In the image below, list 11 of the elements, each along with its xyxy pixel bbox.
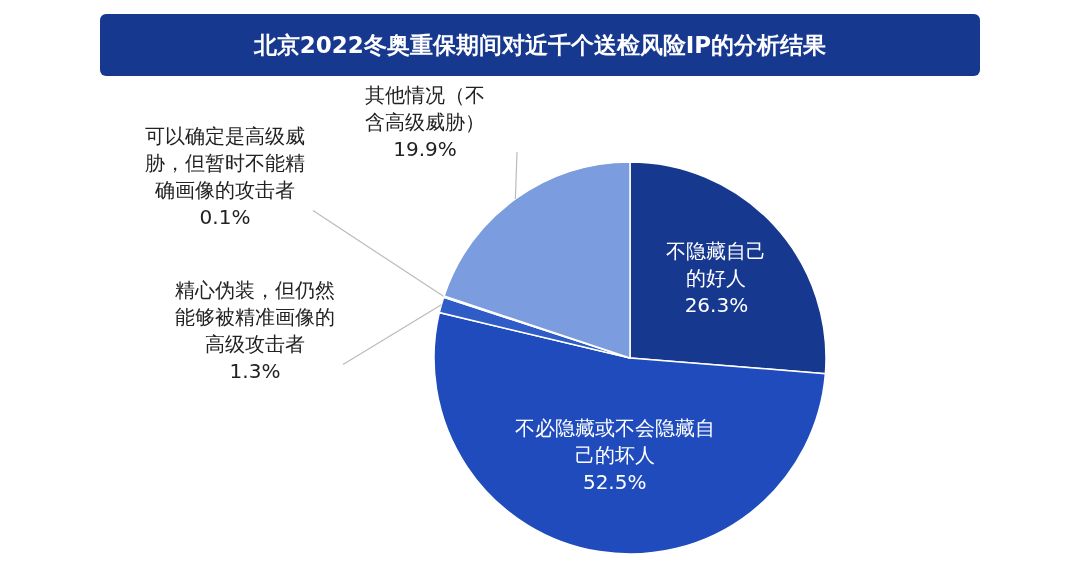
data-label: 0.1% <box>199 204 251 229</box>
slice-label: 其他情况（不含高级威胁） <box>365 83 485 134</box>
data-label: 26.3% <box>684 293 749 318</box>
data-label: 19.9% <box>393 137 457 161</box>
chart-title: 北京2022冬奥重保期间对近千个送检风险IP的分析结果 <box>252 32 827 58</box>
slice-label: 可以确定是高级威胁，但暂时不能精确画像的攻击者 <box>145 123 305 202</box>
data-label: 52.5% <box>582 469 647 494</box>
slice-label: 不隐藏自己的好人 <box>666 239 767 291</box>
slice-label: 精心伪装，但仍然能够被精准画像的高级攻击者 <box>175 277 335 356</box>
slice-label: 不必隐藏或不会隐藏自己的坏人 <box>514 415 715 467</box>
data-label: 1.3% <box>229 358 281 383</box>
